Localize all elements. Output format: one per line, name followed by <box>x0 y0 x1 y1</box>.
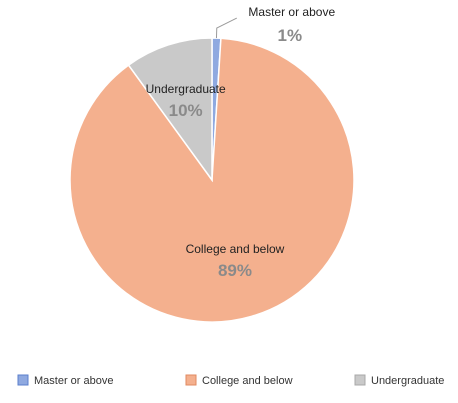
leader-line-master-or-above <box>215 17 237 39</box>
slice-value-undergraduate: 10% <box>169 101 203 120</box>
legend-label-undergraduate: Undergraduate <box>371 375 444 387</box>
leader-layer <box>215 17 237 39</box>
slice-label-master-or-above: Master or above <box>248 5 335 19</box>
slice-value-master-or-above: 1% <box>277 26 302 45</box>
legend-item-college-and-below: College and below <box>185 374 293 387</box>
pie-slice-undergraduate <box>127 37 213 183</box>
slice-label-undergraduate: Undergraduate <box>146 82 226 96</box>
legend-swatch-master-or-above <box>17 374 29 386</box>
legend-swatch-undergraduate <box>354 374 366 386</box>
legend-item-undergraduate: Undergraduate <box>354 374 444 387</box>
labels-layer: Master or above 1% College and below 89% Und… <box>146 5 336 280</box>
legend-item-master-or-above: Master or above <box>17 374 113 387</box>
slice-label-college-and-below: College and below <box>186 242 285 256</box>
legend: Master or above College and below Undergra… <box>17 374 444 387</box>
legend-label-college-and-below: College and below <box>202 375 293 387</box>
slices-layer <box>69 37 355 323</box>
slice-value-college-and-below: 89% <box>218 261 252 280</box>
legend-swatch-college-and-below <box>185 374 197 386</box>
legend-label-master-or-above: Master or above <box>34 375 113 387</box>
